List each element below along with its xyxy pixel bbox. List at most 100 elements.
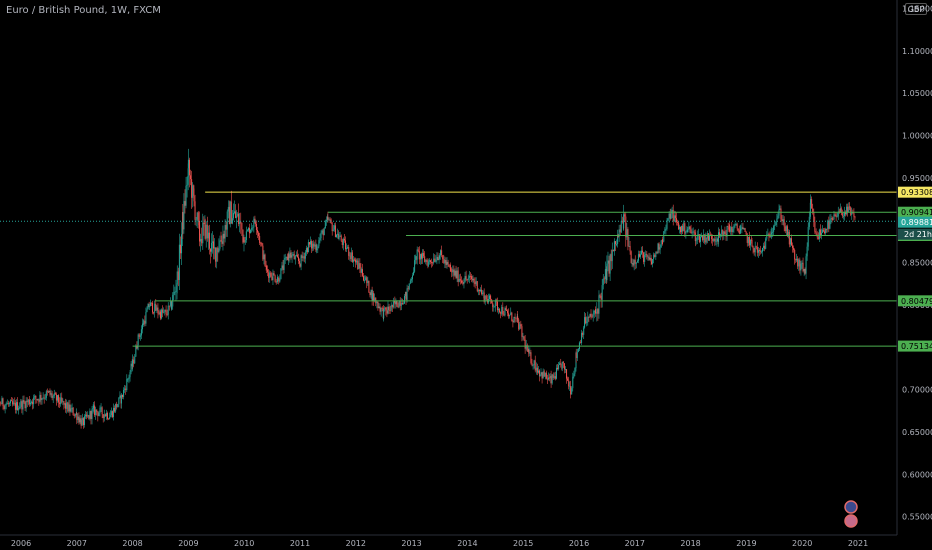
candle-body [410, 279, 412, 281]
candle-body [63, 401, 65, 405]
candle-body [818, 229, 820, 239]
candle-body [795, 259, 797, 261]
candle-body [73, 415, 75, 416]
candle-body [29, 402, 31, 405]
candle-body [839, 208, 841, 213]
time-axis[interactable]: 2006 2007 2008 2009 2010 2011 2012 2013 2014 2015… [11, 539, 868, 548]
candle-body [106, 413, 108, 419]
candle-body [639, 254, 641, 257]
candle-body [455, 270, 457, 279]
candle-body [154, 303, 156, 313]
candle-body [817, 237, 819, 239]
candle-body [464, 276, 466, 283]
candle-body [466, 279, 468, 281]
candle-body [670, 213, 672, 219]
candle-body [49, 390, 51, 395]
candle-body [34, 395, 36, 398]
candle-body [149, 302, 151, 307]
candle-body [240, 221, 242, 223]
candle-body [391, 304, 393, 308]
candle-body [84, 416, 86, 426]
candle-body [507, 310, 509, 314]
candle-body [111, 411, 113, 417]
candle-body [250, 229, 252, 234]
candle-body [66, 402, 68, 409]
candle-body [509, 314, 511, 317]
candle-body [208, 232, 210, 249]
candle-body [259, 236, 261, 243]
candle-body [842, 215, 844, 217]
candle-body [845, 212, 847, 215]
candle-body [741, 227, 743, 229]
candle-body [157, 307, 159, 314]
candle-body [275, 281, 277, 283]
candle-body [677, 222, 679, 223]
candle-body [266, 266, 268, 270]
y-tick-label: 0.85000 [902, 259, 932, 268]
candle-body [232, 212, 234, 219]
candle-body [766, 234, 768, 239]
candle-body [42, 397, 44, 399]
candle-body [752, 246, 754, 249]
candle-body [185, 185, 187, 206]
candle-body [672, 209, 674, 222]
candle-body [31, 401, 33, 403]
candle-body [322, 230, 324, 236]
candle-body [496, 301, 498, 311]
candle-body [260, 242, 262, 244]
candle-body [17, 402, 19, 411]
candle-body [613, 241, 615, 252]
candle-body [625, 216, 627, 238]
y-tick-label: 1.00000 [902, 132, 932, 141]
candle-body [436, 256, 438, 261]
candle-body [517, 316, 519, 320]
candle-body [678, 226, 680, 230]
candle-body [835, 214, 837, 217]
candle-body [140, 329, 142, 336]
candle-body [357, 260, 359, 269]
candle-body [269, 272, 271, 278]
candle-body [99, 407, 101, 414]
candle-body [413, 271, 415, 276]
candle-body [502, 307, 504, 315]
price-tag-bg [898, 186, 932, 198]
candle-body [662, 240, 664, 242]
candle-body [115, 403, 117, 412]
candle-body [652, 259, 654, 264]
candle-body [663, 231, 665, 242]
candle-body [688, 226, 690, 230]
candle-body [524, 339, 526, 349]
avatar-icon[interactable] [844, 500, 858, 514]
price-axis[interactable]: 1.150001.100001.050001.000000.950000.900… [902, 4, 932, 521]
avatar-stack[interactable] [844, 500, 858, 528]
candle-body [764, 245, 766, 249]
candle-body [586, 321, 588, 324]
candle-body [742, 227, 744, 230]
candle-body [453, 269, 455, 276]
candle-body [150, 302, 152, 304]
horizontal-levels[interactable] [0, 191, 897, 347]
candle-body [143, 320, 145, 325]
candle-body [348, 247, 350, 256]
candle-body [280, 268, 282, 280]
candle-body [505, 310, 507, 311]
candle-body [758, 250, 760, 251]
candle-body [819, 229, 821, 236]
candle-body [254, 218, 256, 222]
candle-body [614, 241, 616, 245]
candle-body [249, 228, 251, 234]
candle-body [633, 259, 635, 266]
candle-body [417, 249, 419, 252]
candle-body [743, 228, 745, 230]
candle-body [478, 289, 480, 292]
currency-badge[interactable]: GBP [905, 3, 927, 15]
candle-body [541, 372, 543, 379]
avatar-icon[interactable] [844, 514, 858, 528]
candle-body [14, 403, 16, 410]
candle-body [400, 303, 402, 306]
candle-body [366, 277, 368, 283]
candle-body [316, 248, 318, 251]
candle-body [789, 238, 791, 245]
candle-body [575, 352, 577, 359]
